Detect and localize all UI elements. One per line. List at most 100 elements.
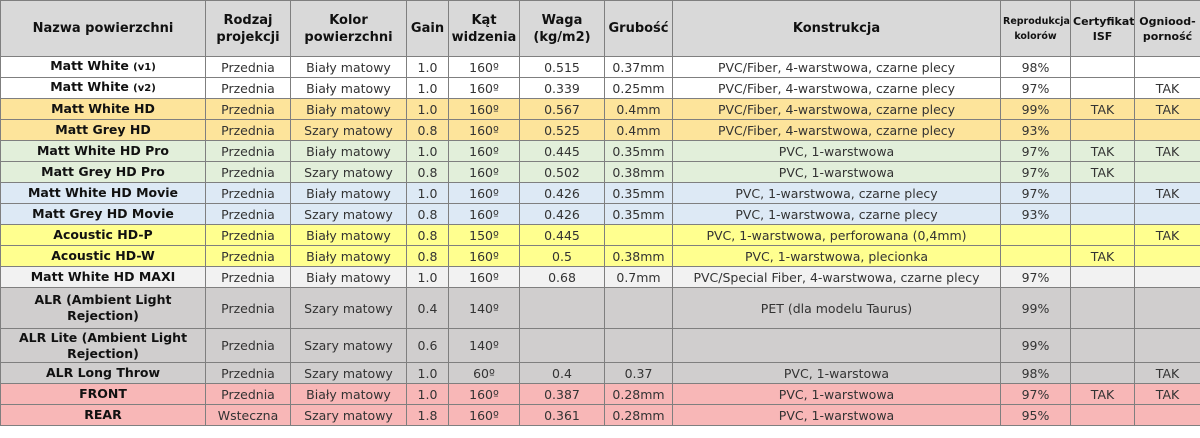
table-row: Matt White HD Pro Przednia Biały matowy 1.0…: [0, 140, 1200, 162]
table-row: ALR (Ambient Light Rejection) Przednia Sza…: [0, 287, 1200, 329]
cell-color-reproduction: 98%: [1000, 362, 1071, 384]
cell-viewing-angle: 160º: [448, 119, 520, 141]
cell-gain: 1.0: [406, 140, 449, 162]
cell-viewing-angle: 160º: [448, 182, 520, 204]
cell-color-reproduction: 99%: [1000, 287, 1071, 329]
cell-gain: 0.8: [406, 119, 449, 141]
cell-construction: PVC, 1-warstwowa, perforowana (0,4mm): [672, 224, 1001, 246]
cell-gain: 1.0: [406, 77, 449, 99]
cell-thickness: 0.28mm: [604, 404, 673, 426]
table-row: Matt White (v1) Przednia Biały matowy 1.0 16…: [0, 56, 1200, 78]
cell-color-reproduction: 99%: [1000, 98, 1071, 120]
cell-gain: 1.0: [406, 362, 449, 384]
cell-color-reproduction: 97%: [1000, 161, 1071, 183]
cell-viewing-angle: 60º: [448, 362, 520, 384]
header-color: Kolor powierzchni: [290, 0, 407, 57]
cell-surface-name: REAR: [0, 404, 206, 426]
cell-thickness: 0.38mm: [604, 161, 673, 183]
cell-isf-certificate: TAK: [1070, 245, 1135, 267]
header-gain: Gain: [406, 0, 449, 57]
cell-surface-name: Matt Grey HD: [0, 119, 206, 141]
cell-surface-color: Szary matowy: [290, 119, 407, 141]
cell-surface-color: Biały matowy: [290, 245, 407, 267]
cell-fireproof: [1134, 328, 1200, 363]
cell-construction: [672, 328, 1001, 363]
surface-name: Matt White HD Movie: [27, 185, 179, 200]
cell-surface-color: Biały matowy: [290, 56, 407, 78]
cell-surface-color: Biały matowy: [290, 224, 407, 246]
surface-name: Matt White HD Pro: [36, 143, 170, 158]
cell-construction: PVC/Fiber, 4-warstwowa, czarne plecy: [672, 119, 1001, 141]
cell-color-reproduction: 95%: [1000, 404, 1071, 426]
cell-gain: 0.6: [406, 328, 449, 363]
cell-color-reproduction: 97%: [1000, 182, 1071, 204]
surface-name: Matt Grey HD Pro: [41, 164, 165, 179]
cell-construction: PVC, 1-warstwowa, plecionka: [672, 245, 1001, 267]
cell-color-reproduction: [1000, 224, 1071, 246]
cell-fireproof: [1134, 266, 1200, 288]
table-row: ALR Lite (Ambient Light Rejection) Przedn…: [0, 328, 1200, 363]
cell-weight: 0.445: [519, 140, 605, 162]
cell-weight: 0.515: [519, 56, 605, 78]
cell-surface-color: Biały matowy: [290, 77, 407, 99]
cell-thickness: 0.4mm: [604, 98, 673, 120]
cell-viewing-angle: 160º: [448, 245, 520, 267]
cell-isf-certificate: TAK: [1070, 383, 1135, 405]
cell-gain: 0.4: [406, 287, 449, 329]
cell-thickness: 0.35mm: [604, 140, 673, 162]
cell-construction: PVC, 1-warstwowa: [672, 383, 1001, 405]
cell-construction: PVC, 1-warstwowa: [672, 404, 1001, 426]
cell-color-reproduction: 97%: [1000, 77, 1071, 99]
cell-weight: 0.387: [519, 383, 605, 405]
cell-surface-color: Szary matowy: [290, 328, 407, 363]
table-row: Acoustic HD-W Przednia Biały matowy 0.8 160º…: [0, 245, 1200, 267]
cell-thickness: 0.35mm: [604, 203, 673, 225]
header-isf: Certyfikat ISF: [1070, 0, 1135, 57]
cell-projection: Przednia: [205, 287, 291, 329]
cell-isf-certificate: [1070, 362, 1135, 384]
cell-surface-color: Biały matowy: [290, 182, 407, 204]
cell-color-reproduction: 97%: [1000, 140, 1071, 162]
cell-surface-color: Biały matowy: [290, 266, 407, 288]
surface-name: Acoustic HD-P: [53, 227, 153, 242]
cell-isf-certificate: [1070, 328, 1135, 363]
cell-thickness: 0.37: [604, 362, 673, 384]
cell-construction: PVC, 1-warstwowa, czarne plecy: [672, 182, 1001, 204]
cell-surface-name: Matt Grey HD Pro: [0, 161, 206, 183]
surface-name: Acoustic HD-W: [51, 248, 155, 263]
cell-projection: Przednia: [205, 328, 291, 363]
table-row: Matt Grey HD Pro Przednia Szary matowy 0.8 1…: [0, 161, 1200, 183]
cell-gain: 1.8: [406, 404, 449, 426]
cell-weight: [519, 287, 605, 329]
surface-name: FRONT: [79, 386, 127, 401]
cell-fireproof: [1134, 287, 1200, 329]
cell-weight: 0.5: [519, 245, 605, 267]
surface-name: Matt White: [50, 58, 129, 73]
cell-viewing-angle: 160º: [448, 266, 520, 288]
cell-surface-name: ALR Long Throw: [0, 362, 206, 384]
cell-thickness: 0.25mm: [604, 77, 673, 99]
screen-comparison-table: Nazwa powierzchni Rodzaj projekcji Kolor…: [0, 0, 1200, 426]
cell-construction: PVC, 1-warstwowa: [672, 140, 1001, 162]
cell-thickness: 0.38mm: [604, 245, 673, 267]
cell-projection: Przednia: [205, 224, 291, 246]
cell-surface-color: Biały matowy: [290, 98, 407, 120]
cell-viewing-angle: 140º: [448, 287, 520, 329]
table-body: Matt White (v1) Przednia Biały matowy 1.0 16…: [0, 56, 1200, 426]
cell-fireproof: TAK: [1134, 140, 1200, 162]
cell-gain: 0.8: [406, 224, 449, 246]
table-row: Acoustic HD-P Przednia Biały matowy 0.8 150º…: [0, 224, 1200, 246]
cell-color-reproduction: [1000, 245, 1071, 267]
header-fireproof: Ogniood-porność: [1134, 0, 1200, 57]
cell-projection: Przednia: [205, 383, 291, 405]
cell-projection: Przednia: [205, 98, 291, 120]
cell-weight: 0.426: [519, 203, 605, 225]
cell-construction: PVC/Special Fiber, 4-warstwowa, czarne p…: [672, 266, 1001, 288]
cell-isf-certificate: [1070, 119, 1135, 141]
cell-surface-color: Szary matowy: [290, 203, 407, 225]
cell-construction: PVC/Fiber, 4-warstwowa, czarne plecy: [672, 77, 1001, 99]
cell-projection: Przednia: [205, 119, 291, 141]
cell-surface-name: Matt White HD MAXI: [0, 266, 206, 288]
cell-isf-certificate: [1070, 404, 1135, 426]
surface-version: (v1): [133, 62, 156, 73]
